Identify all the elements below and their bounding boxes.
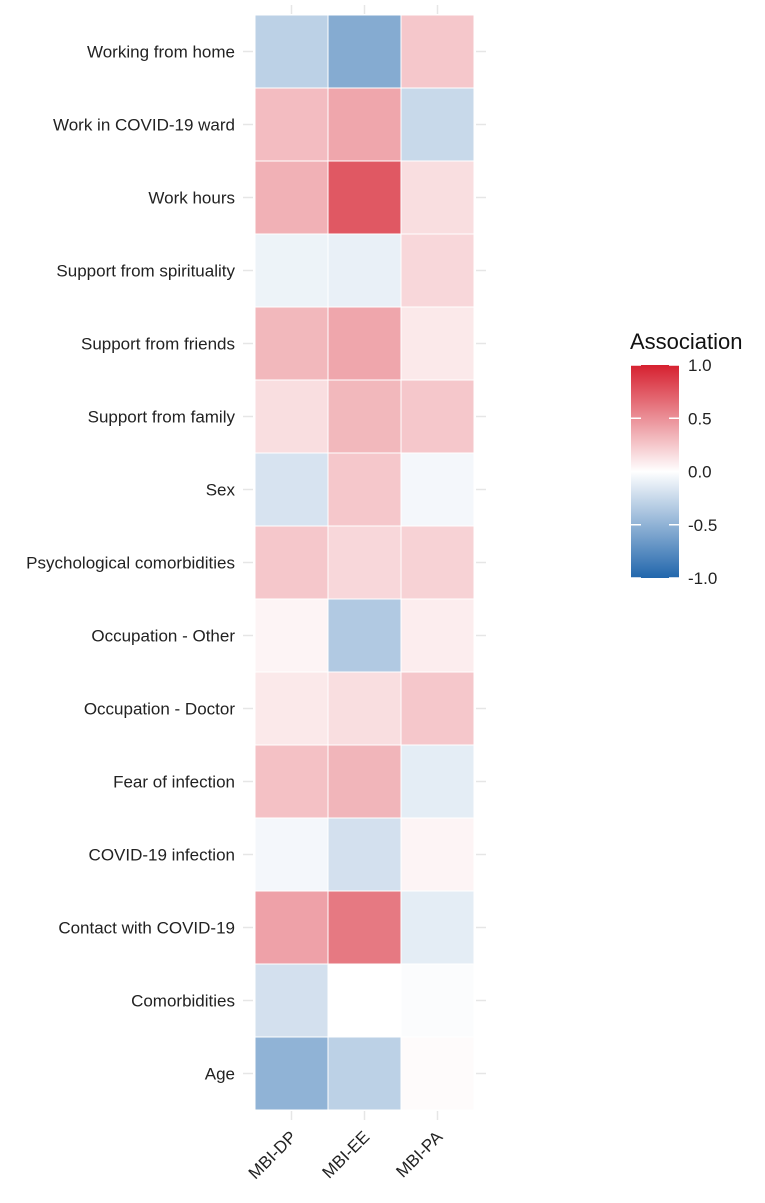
heatmap-cell <box>254 963 329 1038</box>
heatmap-cell <box>327 1036 402 1111</box>
heatmap-cell <box>254 306 329 381</box>
heatmap-cell <box>400 379 475 454</box>
heatmap-cell <box>400 160 475 235</box>
column-labels: MBI-DP MBI-EE MBI-PA <box>245 1127 447 1183</box>
row-label: Comorbidities <box>131 992 235 1011</box>
row-label: Occupation - Other <box>91 627 235 646</box>
heatmap-cell <box>327 744 402 819</box>
legend-tick-label: 0.0 <box>688 463 712 482</box>
heatmap-cell <box>254 160 329 235</box>
heatmap-cell <box>400 817 475 892</box>
legend-tick-label: -0.5 <box>688 516 717 535</box>
heatmap-cell <box>327 598 402 673</box>
row-label: Sex <box>206 481 236 500</box>
heatmap-cell <box>400 233 475 308</box>
heatmap-cell <box>254 379 329 454</box>
heatmap-cell <box>254 87 329 162</box>
row-label: Support from spirituality <box>56 262 235 281</box>
heatmap-cell <box>327 890 402 965</box>
legend-title: Association <box>630 329 743 354</box>
heatmap-cell <box>400 963 475 1038</box>
row-label: Age <box>205 1065 235 1084</box>
heatmap-cell <box>327 233 402 308</box>
axis-tick-marks <box>243 5 486 1120</box>
heatmap-cell <box>400 671 475 746</box>
row-label: Work in COVID-19 ward <box>53 116 235 135</box>
heatmap-cell <box>327 963 402 1038</box>
heatmap-cell <box>254 1036 329 1111</box>
heatmap-cell <box>327 379 402 454</box>
row-label: Contact with COVID-19 <box>58 919 235 938</box>
row-label: Support from family <box>88 408 236 427</box>
column-label-mbi-pa: MBI-PA <box>392 1127 446 1181</box>
heatmap-cell <box>327 452 402 527</box>
heatmap-cell <box>400 598 475 673</box>
heatmap-cell <box>254 890 329 965</box>
heatmap-cell <box>254 744 329 819</box>
row-label: Psychological comorbidities <box>26 554 235 573</box>
heatmap-cell <box>254 525 329 600</box>
row-label: Fear of infection <box>113 773 235 792</box>
heatmap-cell <box>327 14 402 89</box>
color-legend: Association 1.0 0.5 0.0 -0.5 -1.0 <box>630 329 743 588</box>
row-label: COVID-19 infection <box>89 846 235 865</box>
heatmap-cell <box>400 525 475 600</box>
heatmap-cell <box>400 1036 475 1111</box>
heatmap-cell <box>400 87 475 162</box>
legend-tick-label: 1.0 <box>688 356 712 375</box>
heatmap-cells <box>254 14 475 1111</box>
column-label-mbi-dp: MBI-DP <box>245 1127 301 1183</box>
heatmap-cell <box>254 817 329 892</box>
heatmap-cell <box>327 306 402 381</box>
heatmap-cell <box>327 87 402 162</box>
row-labels: Working from home Work in COVID-19 ward Wo… <box>26 43 235 1084</box>
heatmap-cell <box>254 671 329 746</box>
heatmap-cell <box>400 744 475 819</box>
legend-ticks: 1.0 0.5 0.0 -0.5 -1.0 <box>631 356 717 588</box>
heatmap-cell <box>400 14 475 89</box>
heatmap-cell <box>327 817 402 892</box>
legend-tick-label: -1.0 <box>688 569 717 588</box>
heatmap-cell <box>254 14 329 89</box>
legend-tick-label: 0.5 <box>688 409 712 428</box>
column-label-mbi-ee: MBI-EE <box>318 1127 373 1182</box>
heatmap-cell <box>327 525 402 600</box>
row-label: Working from home <box>87 43 235 62</box>
heatmap-cell <box>254 233 329 308</box>
heatmap-cell <box>254 452 329 527</box>
row-label: Support from friends <box>81 335 235 354</box>
heatmap-cell <box>400 890 475 965</box>
heatmap-cell <box>400 452 475 527</box>
heatmap-cell <box>254 598 329 673</box>
heatmap-cell <box>400 306 475 381</box>
row-label: Occupation - Doctor <box>84 700 236 719</box>
heatmap-cell <box>327 671 402 746</box>
heatmap-cell <box>327 160 402 235</box>
row-label: Work hours <box>148 189 235 208</box>
